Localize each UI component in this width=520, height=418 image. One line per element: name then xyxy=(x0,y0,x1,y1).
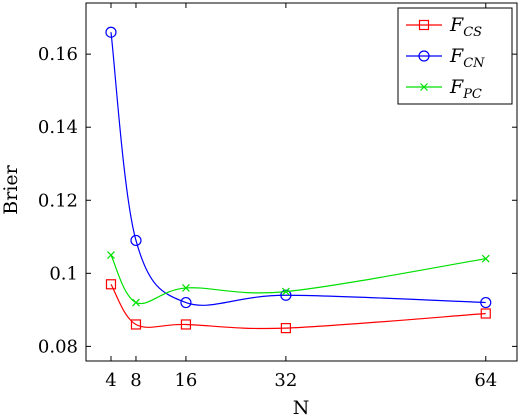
series-F_CS xyxy=(105,279,491,334)
legend-marker xyxy=(418,50,430,62)
y-tick-label: 0.08 xyxy=(38,336,78,357)
y-tick-label: 0.12 xyxy=(38,190,78,211)
legend: FCS FCN FPC xyxy=(397,7,513,105)
series-F_CN xyxy=(105,26,492,309)
data-point xyxy=(481,254,490,263)
legend-label: FCS xyxy=(449,14,482,40)
x-tick-label: 64 xyxy=(474,370,497,391)
series-F_PC xyxy=(107,251,490,307)
data-point xyxy=(130,234,142,247)
y-tick-label: 0.1 xyxy=(49,263,78,284)
series-line xyxy=(110,283,486,330)
data-point xyxy=(130,319,142,330)
legend-label: FCN xyxy=(449,45,485,71)
legend-entry: FPC xyxy=(406,76,482,102)
data-point xyxy=(480,296,492,309)
y-tick-label: 0.14 xyxy=(38,117,78,138)
x-tick-label: 8 xyxy=(130,370,141,391)
series-line xyxy=(110,254,486,305)
x-tick-label: 32 xyxy=(274,370,297,391)
series-line xyxy=(110,32,486,306)
data-point xyxy=(182,284,190,292)
legend-marker xyxy=(418,19,430,31)
legend-marker xyxy=(420,83,428,91)
data-point xyxy=(280,289,292,301)
plot-frame xyxy=(85,2,518,362)
x-tick-label: 16 xyxy=(174,370,197,391)
legend-label: FPC xyxy=(449,76,482,102)
y-tick-label: 0.16 xyxy=(38,44,78,65)
x-axis-title: N xyxy=(293,397,310,418)
data-point xyxy=(132,298,140,307)
data-point xyxy=(180,296,192,309)
data-point xyxy=(105,26,117,38)
data-point xyxy=(107,251,115,259)
data-point xyxy=(280,323,291,334)
data-point xyxy=(105,279,117,290)
data-point xyxy=(180,319,192,330)
data-point xyxy=(480,308,491,319)
legend-entry: FCN xyxy=(406,45,485,71)
y-axis-title: Brier xyxy=(0,164,22,214)
x-tick-label: 4 xyxy=(105,370,116,391)
data-point xyxy=(281,287,290,296)
legend-entry: FCS xyxy=(406,14,482,40)
